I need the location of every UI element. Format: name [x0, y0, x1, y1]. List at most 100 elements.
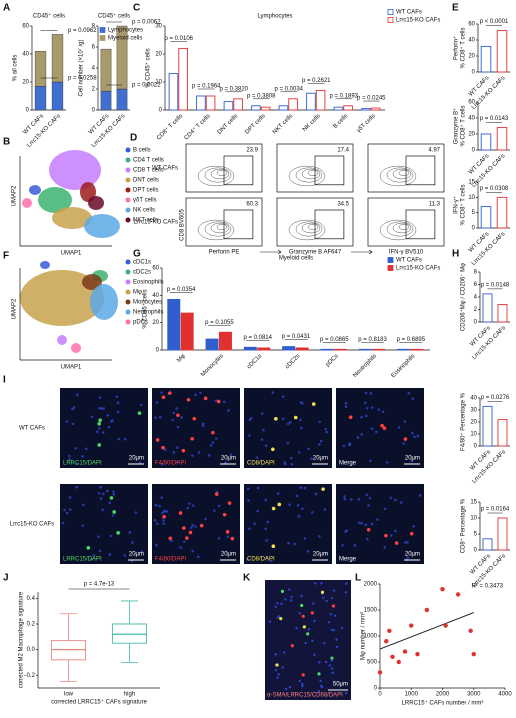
- nucleus: [71, 422, 75, 426]
- p-value: p = 0.0308: [480, 186, 509, 192]
- p-value: p = 0.0022: [132, 83, 161, 89]
- micrograph: [152, 484, 240, 564]
- annotation: R² = 0.3473: [471, 584, 503, 590]
- y-tick-label: 30: [470, 408, 477, 414]
- nucleus: [301, 402, 304, 405]
- stained-cell: [168, 391, 172, 395]
- y-tick-label: 20: [468, 54, 475, 60]
- stained-cell: [271, 544, 276, 548]
- cluster: [84, 214, 120, 238]
- nucleus: [365, 406, 369, 410]
- legend-label: WT CAFs: [396, 258, 422, 264]
- scale-label: 20μm: [221, 456, 236, 462]
- point: [443, 623, 448, 628]
- y-tick-label: 10: [470, 516, 477, 522]
- nucleus: [160, 391, 164, 394]
- nucleus: [276, 616, 279, 619]
- point: [377, 670, 383, 675]
- stained-cell: [293, 415, 298, 420]
- stained-cell: [280, 589, 285, 593]
- nucleus: [312, 602, 315, 605]
- bar: [343, 105, 353, 111]
- legend-swatch: [125, 319, 131, 325]
- nucleus: [99, 497, 103, 500]
- nucleus: [287, 541, 290, 545]
- nucleus: [74, 446, 77, 450]
- x-tick-label: cDC1s: [246, 353, 263, 370]
- nucleus: [385, 461, 389, 464]
- nucleus: [325, 430, 329, 434]
- gate-percent: 23.9: [246, 148, 258, 154]
- nucleus: [318, 534, 321, 538]
- legend-swatch: [125, 259, 131, 265]
- stained-cell: [331, 604, 336, 608]
- stained-cell: [199, 523, 204, 528]
- nucleus: [134, 511, 138, 514]
- y-tick-label: 500: [367, 660, 378, 666]
- y-tick-label: 2: [474, 307, 478, 313]
- p-value: p = 0.0143: [480, 116, 509, 122]
- nucleus: [163, 448, 167, 451]
- nucleus: [407, 391, 411, 395]
- contour: [307, 224, 319, 230]
- y-axis-label: % CD45⁺ cells: [145, 48, 152, 87]
- nucleus: [370, 522, 374, 526]
- nucleus: [301, 682, 304, 686]
- stained-cell: [112, 510, 116, 514]
- nucleus: [345, 582, 348, 585]
- stained-cell: [216, 399, 221, 404]
- nucleus: [155, 543, 158, 547]
- legend-swatch: [387, 17, 394, 23]
- nucleus: [106, 489, 109, 493]
- nucleus: [323, 508, 327, 511]
- contour: [197, 219, 235, 241]
- nucleus: [344, 530, 347, 533]
- nucleus: [276, 676, 279, 679]
- nucleus: [161, 463, 164, 466]
- nucleus: [108, 501, 111, 505]
- legend-swatch: [125, 197, 131, 203]
- nucleus: [293, 542, 297, 546]
- legend-swatch: [125, 289, 131, 295]
- nucleus: [123, 554, 127, 557]
- y-tick-label: 0: [472, 70, 476, 76]
- legend-swatch: [125, 177, 131, 183]
- contour: [295, 221, 323, 237]
- legend-label: Neutrophils: [133, 310, 163, 316]
- nucleus: [201, 424, 205, 428]
- nucleus: [286, 441, 290, 445]
- channel-label: F4/80/DAPI: [155, 557, 186, 563]
- row-label: WT CAFs: [152, 166, 178, 172]
- stained-cell: [330, 656, 334, 660]
- nucleus: [296, 504, 300, 507]
- contour: [288, 219, 326, 241]
- nucleus: [375, 430, 378, 434]
- nucleus: [65, 511, 69, 515]
- nucleus: [101, 492, 105, 496]
- fit-line: [379, 612, 474, 650]
- bar-segment: [34, 85, 47, 111]
- gate: [314, 155, 345, 186]
- nucleus: [344, 591, 347, 594]
- channel-label: LRRC15/DAPI: [63, 557, 102, 563]
- p-value: p = 0.3820: [219, 86, 248, 92]
- nucleus: [68, 454, 71, 458]
- nucleus: [98, 406, 101, 410]
- legend-label: Lymphocytes: [108, 28, 143, 34]
- nucleus: [191, 504, 195, 507]
- panel-letter: G: [133, 249, 141, 260]
- nucleus: [389, 496, 393, 500]
- contour: [301, 222, 321, 234]
- bar: [497, 304, 508, 323]
- nucleus: [255, 456, 259, 459]
- nucleus: [324, 427, 327, 431]
- p-value: p = 0.8183: [358, 337, 387, 343]
- y-axis-label: UMAP2: [12, 185, 18, 206]
- contour: [392, 222, 412, 234]
- cluster: [29, 185, 41, 195]
- legend-swatch: [125, 269, 131, 275]
- scale-label: 50μm: [333, 682, 348, 688]
- nucleus: [320, 685, 324, 689]
- nucleus: [90, 558, 93, 561]
- nucleus: [176, 425, 180, 429]
